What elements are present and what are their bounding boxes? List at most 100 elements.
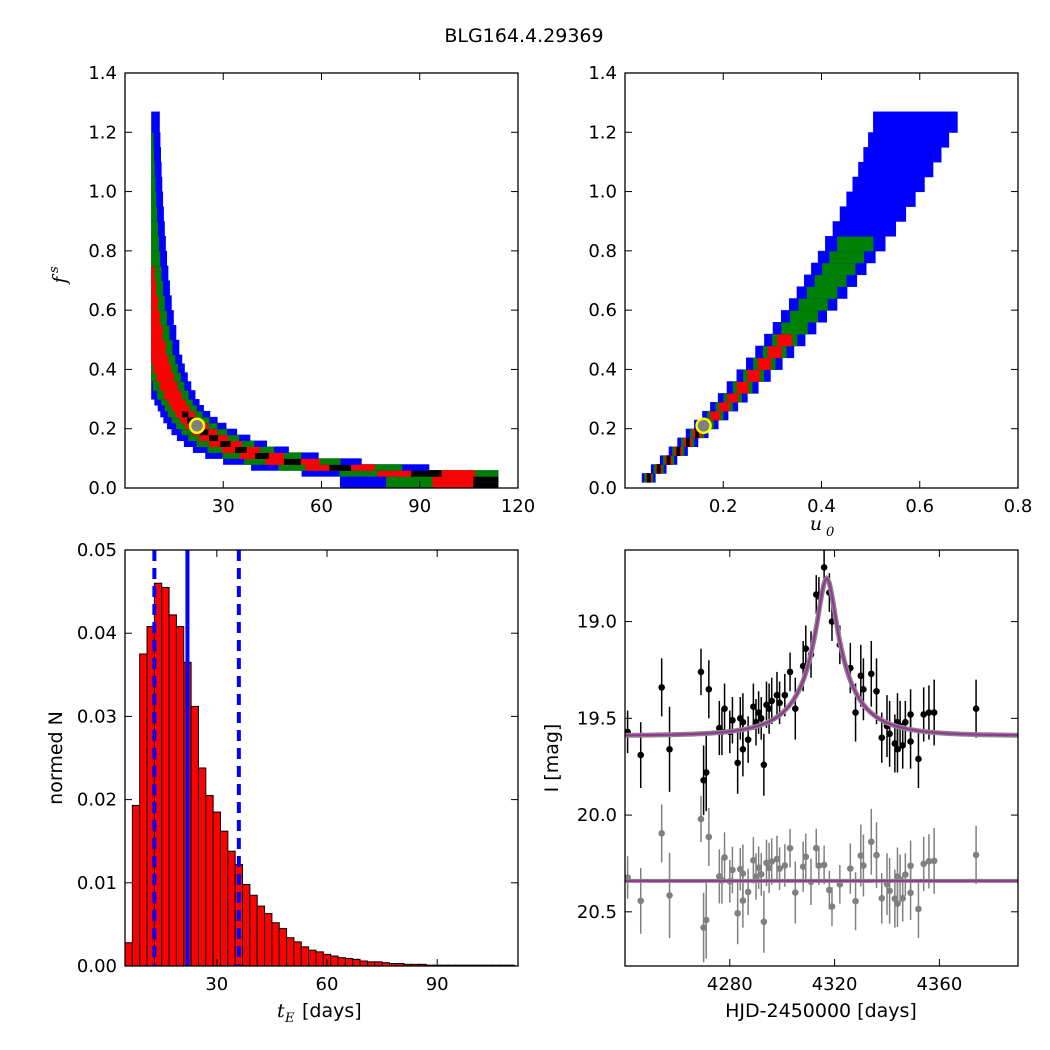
p3-residual-point (799, 863, 807, 870)
p3-residual-point (815, 862, 823, 869)
p3-data-point (773, 691, 781, 699)
p1-xtick-label: 0.8 (1004, 496, 1033, 517)
p3-residual-point (930, 857, 938, 865)
p3-data-point (760, 761, 768, 769)
p2-histogram-bar (212, 811, 221, 966)
p2-ytick-label: 0.00 (77, 956, 117, 977)
p0-cell-green (151, 132, 154, 148)
p2-ytick-label: 0.02 (77, 790, 117, 811)
p3-data-point (697, 668, 705, 676)
p3-residual-point (700, 924, 707, 931)
p0-xtick-label: 30 (212, 496, 235, 517)
p2-ytick-label: 0.04 (77, 623, 117, 644)
p2-histogram-bar (139, 653, 148, 966)
p3-data-point (802, 645, 810, 652)
p0-ytick-label: 1.2 (88, 122, 117, 143)
p0-cell-red (432, 482, 499, 488)
p0-cell-red (151, 324, 163, 341)
p3-residual-point (734, 909, 741, 917)
p3-residual-point (729, 866, 736, 874)
p1-best-fit-marker (695, 417, 712, 434)
p0-cell-black (329, 464, 352, 471)
p2-histogram-bar (161, 586, 170, 966)
p1-cell-black (676, 446, 681, 456)
p0-cell-black (209, 434, 219, 442)
p2-histogram-bar (264, 913, 273, 966)
p3-residual-point (886, 887, 893, 895)
p1-cell-red (747, 369, 760, 382)
p3-data-point (891, 740, 899, 747)
p3-residual-point (899, 895, 907, 902)
p1-ytick-label: 0.6 (588, 300, 617, 321)
p0-xtick-label: 60 (310, 496, 333, 517)
p1-cell-red (736, 381, 749, 394)
p3-data-point (894, 745, 901, 753)
p0-cell-red (151, 354, 169, 364)
p0-cell-red (168, 399, 186, 406)
figure-title: BLG164.4.29369 (444, 25, 603, 47)
p0-ytick-label: 0.6 (88, 300, 117, 321)
p0-cell-green (151, 221, 158, 237)
p2-histogram-bar (256, 905, 266, 966)
p1-cell-red (777, 333, 793, 347)
p1-cell-green (837, 236, 874, 252)
p3-residual-point (812, 844, 820, 852)
p2-ytick-label: 0.01 (77, 873, 117, 894)
p3-residual-point (739, 870, 747, 877)
p1-cell-blue (858, 161, 934, 178)
p3-data-point (878, 734, 886, 741)
p3-residual-point (902, 871, 909, 878)
p0-cell-red (159, 381, 178, 391)
p2-histogram-bar (131, 804, 141, 966)
p1-ytick-label: 0.0 (588, 478, 617, 499)
panel-tE-histogram: 30 60 90 0.00 0.01 0.02 0.03 0.04 0.05 normed N t E… (45, 540, 519, 1026)
p1-cell-black (656, 464, 661, 474)
p1-ytick-label: 1.2 (588, 122, 617, 143)
p0-cell-red (163, 390, 182, 400)
p0-cell-black (283, 458, 301, 465)
p0-cell-blue (151, 176, 163, 193)
p3-data-point (765, 705, 773, 712)
p2-histogram-bar (337, 957, 346, 966)
p3-residual-point (702, 916, 710, 924)
p2-histogram-bar (205, 794, 214, 966)
p1-cell-red (727, 393, 739, 403)
p1-cell-blue (839, 206, 907, 222)
p1-cell-red (757, 357, 771, 370)
p3-residual-point (768, 858, 776, 865)
p3-data-point (702, 769, 710, 776)
p3-data-point (739, 718, 747, 726)
p0-cell-blue (151, 161, 162, 178)
p2-histogram-bar (308, 949, 317, 966)
p0-ylabel-sub: s (47, 266, 62, 273)
p3-residual-point (666, 892, 673, 899)
p0-cell-green (151, 250, 161, 267)
p2-histogram-bar (219, 830, 229, 966)
p2-histogram-bar (300, 946, 310, 966)
p3-data-point (792, 705, 799, 712)
p3-residual-point (878, 895, 886, 902)
p3-data-point (755, 709, 762, 716)
p3-data-point (768, 697, 776, 705)
p0-cell-red (156, 372, 175, 382)
p1-cell-black (666, 455, 671, 465)
p0-cell-green (151, 280, 164, 296)
p3-residual-point (820, 861, 828, 869)
p3-data-point (786, 668, 794, 676)
p3-residual-point (752, 873, 760, 880)
p2-xtick-label: 30 (205, 974, 228, 995)
p0-cell-blue (151, 147, 161, 163)
p3-model-curve (625, 576, 1018, 737)
p1-ytick-label: 0.2 (588, 419, 617, 440)
p2-histogram-bar (190, 705, 199, 966)
p3-data-point (925, 709, 933, 716)
p2-xtick-label: 90 (426, 974, 449, 995)
p0-cell-red (151, 265, 155, 281)
p3-data-point (700, 776, 707, 784)
p1-cell-red (767, 345, 782, 359)
p3-data-point (972, 705, 980, 712)
p3-xlabel: HJD-2450000 [days] (725, 1000, 917, 1022)
p0-cell-red (151, 295, 158, 311)
p3-ytick-label: 19.0 (577, 612, 617, 633)
p3-data-point (852, 709, 859, 716)
